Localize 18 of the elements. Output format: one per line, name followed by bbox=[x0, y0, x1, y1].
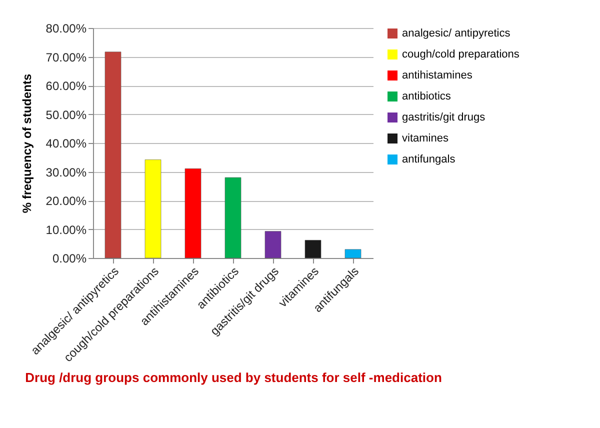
legend-label: vitamines bbox=[402, 132, 449, 144]
y-axis-title: % frequency of students bbox=[20, 74, 34, 214]
legend-label: gastritis/git drugs bbox=[402, 112, 486, 124]
legend-label: antifungals bbox=[402, 154, 456, 166]
legend-label: antihistamines bbox=[402, 70, 473, 82]
y-tick-label: 60.00% bbox=[46, 79, 87, 93]
y-tick-label: 20.00% bbox=[46, 194, 87, 208]
y-tick-label: 10.00% bbox=[46, 222, 87, 237]
y-tick-label: 70.00% bbox=[46, 50, 87, 64]
y-tick-label: 80.00% bbox=[46, 22, 87, 36]
x-axis-title: Drug /drug groups commonly used by students for self -medication bbox=[25, 370, 442, 385]
legend-label: antibiotics bbox=[402, 90, 452, 102]
y-tick-label: 30.00% bbox=[46, 165, 87, 180]
y-tick-label: 40.00% bbox=[46, 136, 87, 150]
y-tick-label: 50.00% bbox=[46, 108, 87, 122]
legend-label: analgesic/ antipyretics bbox=[402, 28, 511, 40]
y-tick-label: 0.00% bbox=[52, 252, 87, 266]
legend-label: cough/cold preparations bbox=[402, 48, 520, 60]
